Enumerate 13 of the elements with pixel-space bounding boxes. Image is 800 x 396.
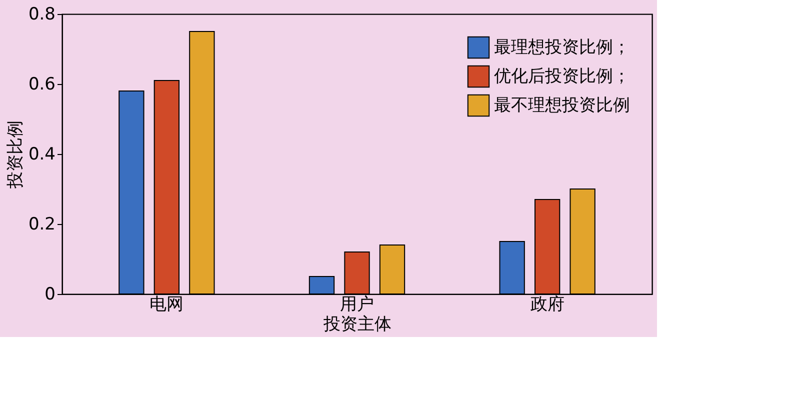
legend-label: 最理想投资比例；: [494, 38, 630, 58]
y-tick-label: 0: [44, 284, 56, 304]
y-tick-label: 0.8: [28, 4, 56, 24]
y-tick-label: 0.4: [28, 144, 56, 164]
x-tick-label: 政府: [530, 294, 564, 314]
legend-label: 优化后投资比例；: [494, 66, 630, 86]
y-tick-label: 0.6: [28, 74, 56, 94]
legend-label: 最不理想投资比例: [494, 96, 630, 116]
x-tick-label: 用户: [340, 294, 374, 314]
y-tick-label: 0.2: [28, 214, 56, 234]
y-axis-title: 投资比例: [5, 120, 26, 190]
x-tick-label: 电网: [150, 294, 184, 314]
x-axis-title: 投资主体: [322, 314, 392, 334]
